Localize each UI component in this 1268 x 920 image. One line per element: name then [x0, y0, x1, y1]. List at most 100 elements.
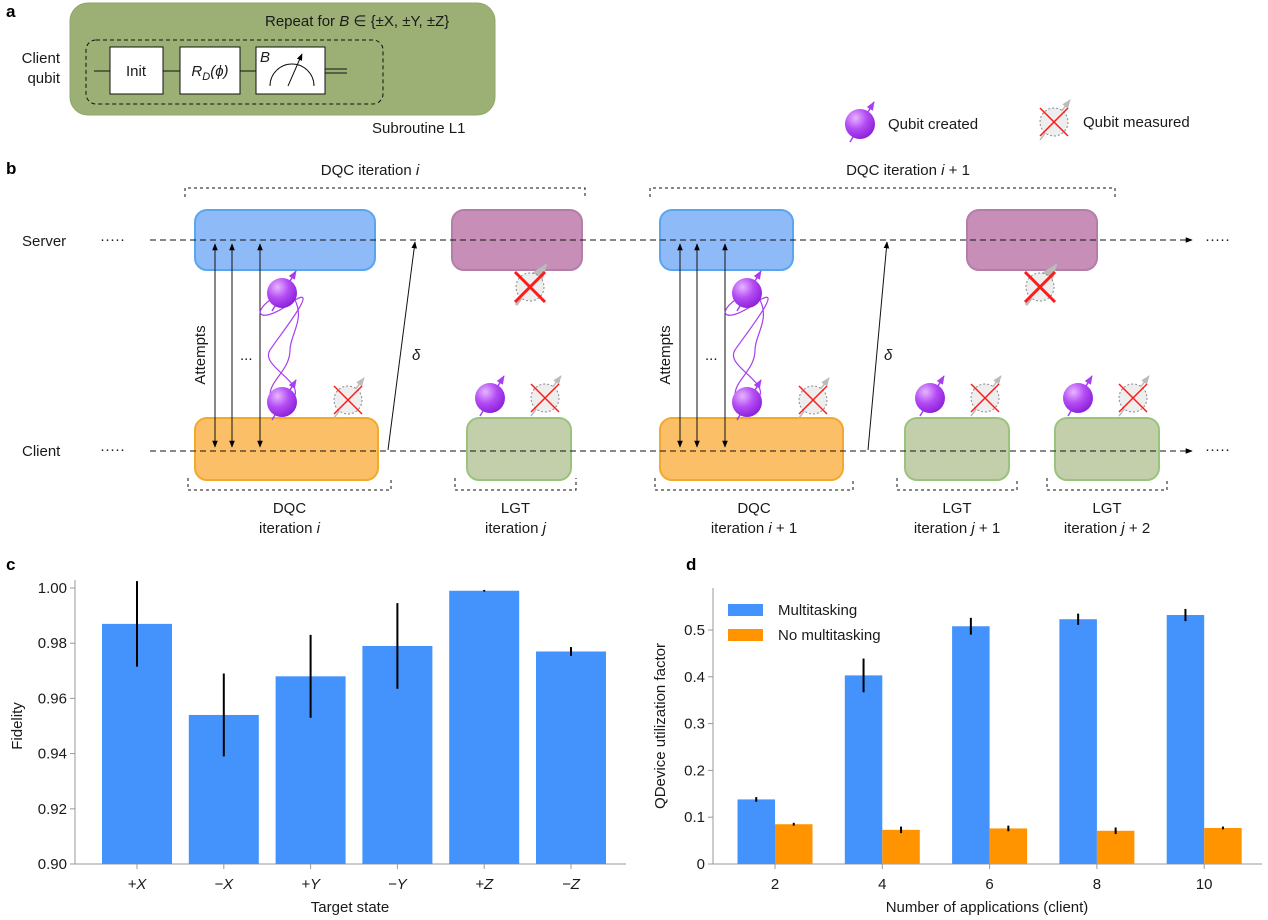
ellipsis: ·····	[1205, 231, 1230, 248]
meter-icon	[269, 63, 315, 87]
rotation-gate-label: RD(ϕ)	[191, 63, 228, 83]
measurement-gate	[255, 46, 326, 95]
legend-qubit-measured: Qubit measured	[1083, 114, 1190, 131]
legend-label: No multitasking	[778, 627, 881, 644]
x-tick-label: 10	[1196, 876, 1213, 893]
client-lgt-block	[466, 417, 572, 481]
legend-swatch	[728, 629, 763, 641]
y-axis-label: QDevice utilization factor	[652, 643, 669, 809]
bottom-group-title: DQC	[737, 500, 771, 517]
bottom-bracket	[454, 478, 577, 491]
x-tick-label: +Z	[475, 876, 494, 893]
client-dqc-block	[194, 417, 379, 481]
y-tick-label: 1.00	[38, 580, 67, 597]
y-tick-label: 0.96	[38, 690, 67, 707]
panel-b-timeline: Server Client ····· ····· ····· ····· DQ…	[22, 162, 1230, 537]
y-tick-label: 0.3	[684, 716, 705, 733]
qubit-measured-icon	[1039, 99, 1071, 141]
bottom-bracket	[896, 478, 1018, 491]
y-tick-label: 0.5	[684, 622, 705, 639]
server-label: Server	[22, 233, 66, 250]
bottom-group-title: LGT	[942, 500, 971, 517]
top-bracket	[649, 187, 1116, 197]
x-tick-label: 8	[1093, 876, 1101, 893]
qubit-created-icon	[267, 270, 297, 312]
bottom-group-iteration: iteration i	[259, 520, 321, 537]
panel-label-a: a	[6, 2, 16, 21]
qubit-measured-icon	[333, 377, 365, 419]
svg-text:qubit: qubit	[27, 70, 60, 87]
x-tick-label: 6	[985, 876, 993, 893]
x-tick-label: 2	[771, 876, 779, 893]
bottom-group-iteration: iteration j	[485, 520, 547, 537]
panel-label-d: d	[686, 555, 696, 574]
x-tick-label: −X	[214, 876, 234, 893]
fidelity-chart: 0.90 0.92 0.94 0.96 0.98 1.00 +X −X +Y −Y +Z −Z Targ…	[9, 580, 626, 916]
client-label: Client	[22, 443, 61, 460]
panel-a-circuit: Repeat for B ∈ {±X, ±Y, ±Z} Init RD(ϕ) B…	[22, 2, 496, 137]
measure-basis-label: B	[260, 49, 270, 66]
y-axis-label: Fidelity	[9, 702, 26, 750]
repeat-label: Repeat for B ∈ {±X, ±Y, ±Z}	[265, 13, 449, 30]
delay-arrow	[867, 241, 890, 451]
qubit-measured-icon	[970, 375, 1002, 417]
qubit-measured-icon	[798, 377, 830, 419]
bar-multitasking	[952, 626, 990, 864]
ellipsis: ·····	[100, 231, 125, 248]
bar	[536, 651, 606, 864]
y-tick-label: 0	[697, 856, 705, 873]
delta-label: δ	[412, 347, 421, 364]
bar-multitasking	[844, 675, 883, 864]
bar-no-multitasking	[882, 829, 920, 864]
client-dqc-block	[659, 417, 844, 481]
qubit-created-icon	[732, 379, 762, 421]
bottom-bracket	[1046, 478, 1168, 491]
x-axis-label: Number of applications (client)	[886, 899, 1089, 916]
y-tick-label: 0.94	[38, 746, 67, 763]
bottom-group-title: LGT	[1092, 500, 1121, 517]
bottom-group-iteration: iteration j + 2	[1064, 520, 1150, 537]
y-tick-label: 0.1	[684, 809, 705, 826]
client-lgt-block	[1054, 417, 1160, 481]
qubit-measured-icon	[1118, 375, 1150, 417]
qubit-created-icon	[845, 101, 875, 143]
bar-multitasking	[1059, 619, 1097, 864]
repeat-block-outline	[85, 39, 384, 105]
client-qubit-label: Client	[22, 50, 61, 67]
y-tick-label: 0.2	[684, 762, 705, 779]
attempts-label: Attempts	[657, 325, 674, 384]
y-tick-label: 0.90	[38, 856, 67, 873]
delay-arrow	[387, 241, 417, 451]
x-axis-label: Target state	[311, 899, 389, 916]
y-tick-label: 0.92	[38, 801, 67, 818]
qubit-created-icon	[915, 375, 945, 417]
bottom-bracket	[654, 478, 854, 491]
ellipsis: ·····	[1205, 441, 1230, 458]
panel-label-b: b	[6, 159, 16, 178]
qubit-created-icon	[1063, 375, 1093, 417]
bottom-group-iteration: iteration i + 1	[711, 520, 797, 537]
panel-label-c: c	[6, 555, 15, 574]
legend-qubit-created: Qubit created	[888, 116, 978, 133]
y-tick-label: 0.98	[38, 635, 67, 652]
delta-label: δ	[884, 347, 893, 364]
x-tick-label: +Y	[301, 876, 321, 893]
init-gate	[109, 46, 164, 95]
attempts-ellipsis: ...	[705, 347, 718, 364]
init-gate-label: Init	[126, 63, 147, 80]
legend-label: Multitasking	[778, 602, 857, 619]
attempts-label: Attempts	[192, 325, 209, 384]
bar-no-multitasking	[989, 828, 1028, 864]
bar-multitasking	[1166, 615, 1205, 864]
client-lgt-block	[904, 417, 1010, 481]
x-tick-label: +X	[128, 876, 148, 893]
qubit-measured-icon	[1023, 263, 1058, 306]
bar	[449, 590, 520, 864]
bar-no-multitasking	[775, 824, 813, 864]
bar-no-multitasking	[1204, 827, 1242, 864]
ellipsis: ·····	[100, 441, 125, 458]
bar-multitasking	[737, 799, 775, 864]
qubit-measured-icon	[513, 263, 548, 306]
bottom-group-iteration: iteration j + 1	[914, 520, 1000, 537]
